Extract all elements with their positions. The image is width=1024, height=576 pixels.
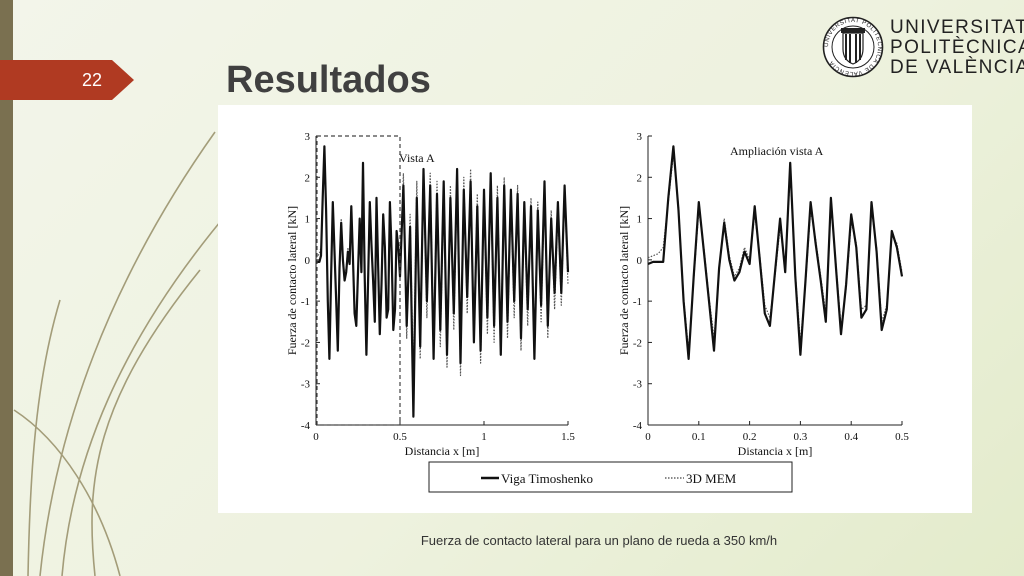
stem-2 [61,209,231,576]
stem-4 [13,409,121,576]
y-tick-label: -3 [301,379,311,391]
y-axis-label: Fuerza de contacto lateral [kN] [285,206,299,355]
y-tick-label: -4 [301,420,311,432]
x-axis-label: Distancia x [m] [405,444,480,458]
figure-caption: Fuerza de contacto lateral para un plano… [420,533,778,548]
decorative-stems [13,131,231,576]
university-name-line-2: POLITÈCNICA [890,37,1024,58]
x-tick-label: 1 [481,431,487,443]
y-tick-label: 3 [637,131,643,143]
series-line-viga-timoshenko [647,145,904,360]
y-tick-label: 2 [305,172,311,184]
y-tick-label: 2 [637,172,643,184]
x-tick-label: 1.5 [561,431,575,443]
series-line-viga-timoshenko [316,145,570,418]
university-name: UNIVERSITAT POLITÈCNICA DE VALÈNCIA [890,18,1024,78]
x-tick-label: 0 [313,431,319,443]
x-tick-label: 0.1 [692,431,706,443]
stem-3 [91,269,201,576]
y-axis-label: Fuerza de contacto lateral [kN] [617,206,631,355]
chart-annotation: Vista A [399,151,435,165]
university-name-line-3: DE VALÈNCIA [890,57,1024,78]
x-tick-label: 0.5 [393,431,407,443]
university-seal-icon: UNIVERSITAT POLITÈCNICA DE VALÈNCIA [822,16,884,78]
stem-5 [27,299,61,576]
y-tick-label: -1 [301,296,310,308]
university-name-line-1: UNIVERSITAT [890,17,1024,38]
x-axis-label: Distancia x [m] [738,444,813,458]
slide-title: Resultados [226,59,431,101]
x-tick-label: 0.4 [844,431,858,443]
x-tick-label: 0.5 [895,431,909,443]
y-tick-label: 3 [305,131,311,143]
legend-label-3d-mem: 3D MEM [686,471,737,486]
slide-number: 22 [81,70,103,90]
university-logo: UNIVERSITAT POLITÈCNICA DE VALÈNCIA UNIV… [822,16,1024,80]
y-tick-label: 0 [305,255,311,267]
left-sidebar-bar [0,0,13,576]
stem-1 [39,131,216,576]
figure-svg: -4 -3 -2 -1 0 1 2 3 0 0.5 1 1.5 Distancia x [m] Fuerz… [285,131,909,493]
figure-panel: -4 -3 -2 -1 0 1 2 3 0 0.5 1 1.5 Distancia x [m] Fuerz… [218,105,972,513]
x-tick-label: 0.2 [743,431,757,443]
slide-number-badge [0,60,134,100]
chart-annotation: Ampliación vista A [730,144,824,158]
y-tick-label: -3 [633,379,643,391]
y-tick-label: 1 [305,214,311,226]
legend-label-viga-timoshenko: Viga Timoshenko [501,471,593,486]
y-tick-label: -2 [633,337,642,349]
x-tick-label: 0.3 [794,431,808,443]
legend: Viga Timoshenko 3D MEM [428,461,793,493]
zoom-region-box [316,135,401,426]
y-tick-label: -2 [301,337,310,349]
y-tick-label: -4 [633,420,643,432]
y-tick-label: -1 [633,296,642,308]
y-tick-label: 1 [637,214,643,226]
chart-zoom-view: -4 -3 -2 -1 0 1 2 3 0 0.1 0.2 0.3 0.4 0.5 Distancia x … [617,131,909,458]
y-tick-label: 0 [637,255,643,267]
chart-full-view: -4 -3 -2 -1 0 1 2 3 0 0.5 1 1.5 Distancia x [m] Fuerz… [285,131,575,458]
x-tick-label: 0 [645,431,651,443]
